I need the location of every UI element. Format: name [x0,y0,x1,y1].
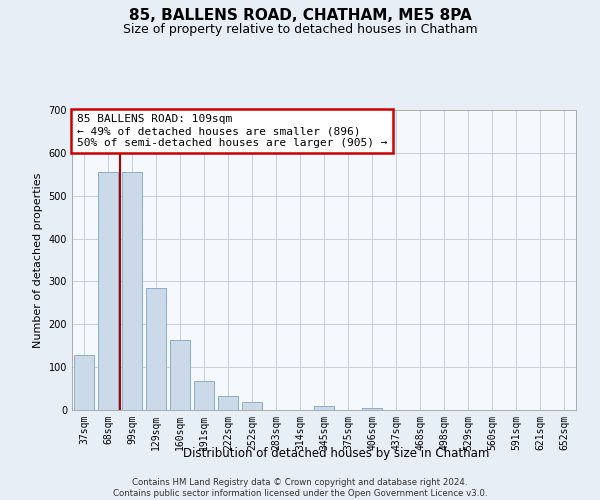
Bar [74,355,94,410]
Text: Size of property relative to detached houses in Chatham: Size of property relative to detached ho… [122,22,478,36]
Text: 85 BALLENS ROAD: 109sqm
← 49% of detached houses are smaller (896)
50% of semi-d: 85 BALLENS ROAD: 109sqm ← 49% of detache… [77,114,388,148]
Text: Contains HM Land Registry data © Crown copyright and database right 2024.
Contai: Contains HM Land Registry data © Crown c… [113,478,487,498]
Y-axis label: Number of detached properties: Number of detached properties [33,172,43,348]
Bar [242,402,262,410]
Bar [122,172,142,410]
Bar [98,172,118,410]
Bar [194,381,214,410]
Bar [170,340,190,410]
Bar [146,288,166,410]
Text: 85, BALLENS ROAD, CHATHAM, ME5 8PA: 85, BALLENS ROAD, CHATHAM, ME5 8PA [128,8,472,22]
Bar [362,408,382,410]
Bar [218,396,238,410]
Text: Distribution of detached houses by size in Chatham: Distribution of detached houses by size … [183,448,489,460]
Bar [314,406,334,410]
